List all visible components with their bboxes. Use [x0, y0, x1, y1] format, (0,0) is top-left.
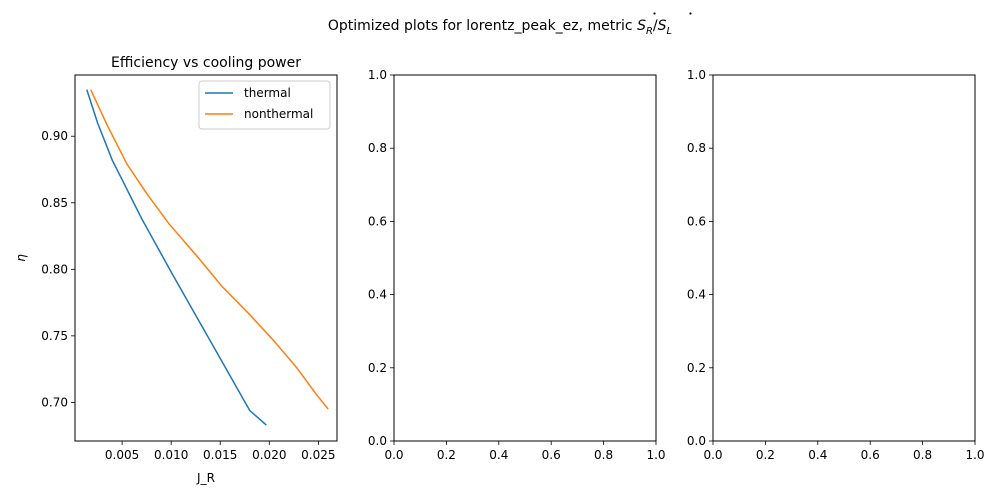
plot-frame	[74, 74, 338, 442]
x-tick-label: 0.8	[594, 448, 613, 462]
subplot-empty-middle: 0.0 0.2 0.4 0.6 0.8 1.0 0.0 0.2 0.4 0.6 0.8 1.0	[368, 68, 666, 462]
suptitle-metric-den-sub: L	[667, 26, 673, 37]
y-tick-label: 0.2	[368, 361, 387, 375]
suptitle-metric-sep: /	[653, 18, 658, 34]
x-tick-label: 0.0	[703, 448, 722, 462]
suptitle-dot-1	[653, 12, 656, 15]
x-tick-label: 0.025	[301, 448, 335, 462]
x-tick-label: 0.6	[861, 448, 880, 462]
x-tick-label: 0.4	[808, 448, 827, 462]
x-tick-label: 1.0	[646, 448, 665, 462]
suptitle-metric-num: S	[637, 18, 646, 34]
y-tick-label: 1.0	[368, 68, 387, 82]
legend: thermal nonthermal	[198, 80, 331, 130]
x-tick-label: 0.010	[154, 448, 188, 462]
x-tick-label: 0.005	[105, 448, 139, 462]
y-tick-label: 0.80	[41, 262, 68, 276]
y-axis-label: η	[14, 254, 28, 262]
plot-frame	[393, 74, 657, 442]
subplot-title: Efficiency vs cooling power	[111, 55, 301, 71]
y-tick-label: 0.4	[687, 288, 706, 302]
y-tick-label: 0.4	[368, 288, 387, 302]
x-tick-label: 0.0	[384, 448, 403, 462]
y-tick-label: 0.2	[687, 361, 706, 375]
y-tick-label: 1.0	[687, 68, 706, 82]
y-tick-label: 0.6	[368, 214, 387, 228]
series-line-nonthermal	[90, 89, 329, 410]
figure-suptitle: Optimized plots for lorentz_peak_ez, met…	[328, 18, 672, 37]
suptitle-metric-den: S	[658, 18, 667, 34]
x-tick-label: 0.6	[542, 448, 561, 462]
y-tick-label: 0.70	[41, 395, 68, 409]
x-tick-label: 0.2	[437, 448, 456, 462]
x-tick-label: 0.8	[913, 448, 932, 462]
x-axis-label: J_R	[196, 471, 215, 485]
y-tick-label: 0.85	[41, 196, 68, 210]
y-tick-label: 0.75	[41, 329, 68, 343]
x-tick-label: 1.0	[965, 448, 984, 462]
subplot-efficiency: Efficiency vs cooling power 0.005 0.010 0.…	[14, 55, 338, 485]
legend-label-thermal: thermal	[244, 86, 291, 100]
y-tick-label: 0.8	[687, 141, 706, 155]
y-tick-label: 0.0	[687, 434, 706, 448]
suptitle-prefix: Optimized plots for lorentz_peak_ez, met…	[328, 18, 637, 34]
suptitle-metric-num-sub: R	[646, 26, 653, 37]
legend-label-nonthermal: nonthermal	[244, 107, 313, 121]
suptitle-dot-2	[689, 12, 692, 15]
y-tick-label: 0.90	[41, 129, 68, 143]
series-line-thermal	[86, 89, 267, 426]
y-tick-label: 0.8	[368, 141, 387, 155]
x-tick-label: 0.020	[252, 448, 286, 462]
x-tick-label: 0.4	[489, 448, 508, 462]
y-tick-label: 0.0	[368, 434, 387, 448]
x-tick-label: 0.015	[203, 448, 237, 462]
subplot-empty-right: 0.0 0.2 0.4 0.6 0.8 1.0 0.0 0.2 0.4 0.6 0.8 1.0	[687, 68, 985, 462]
x-tick-label: 0.2	[756, 448, 775, 462]
y-tick-label: 0.6	[687, 214, 706, 228]
plot-frame	[712, 74, 976, 442]
